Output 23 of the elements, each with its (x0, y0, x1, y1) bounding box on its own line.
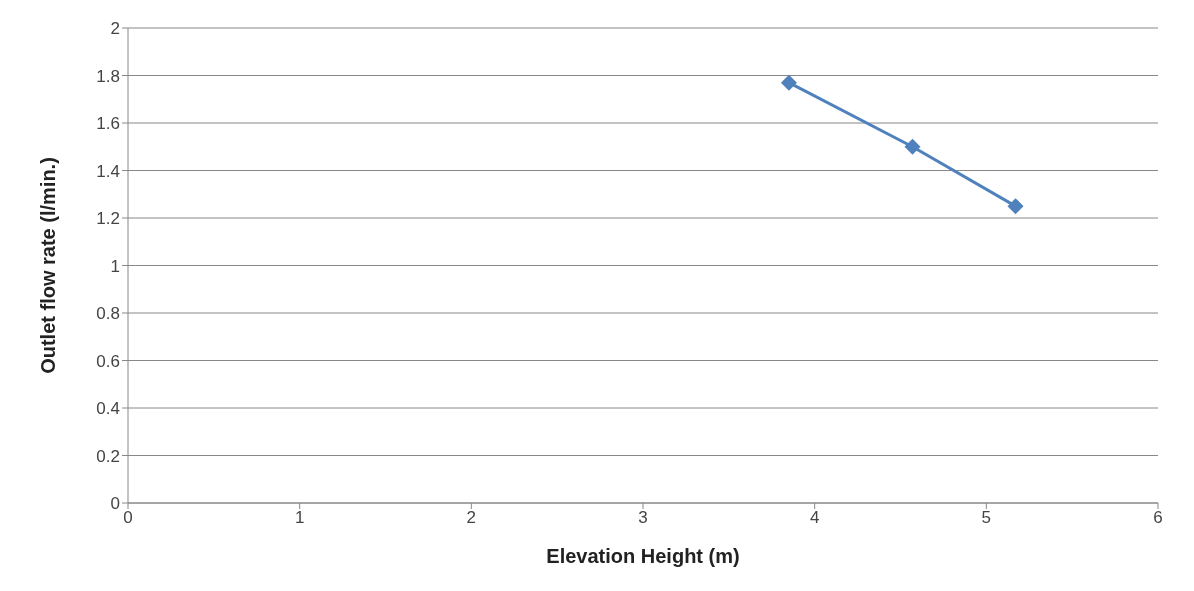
y-tick-label: 1.2 (96, 209, 120, 229)
y-tick-label: 0.2 (96, 446, 120, 466)
y-tick-label: 1.6 (96, 114, 120, 134)
x-tick-label: 3 (638, 508, 648, 528)
y-tick-label: 1.8 (96, 66, 120, 86)
x-tick-label: 5 (981, 508, 992, 528)
x-tick-label: 2 (466, 508, 477, 528)
point (904, 138, 921, 155)
y-tick-label: 0.8 (96, 304, 120, 324)
x-tick-label: 1 (294, 508, 305, 528)
y-tick-label: 0.6 (96, 351, 120, 371)
y-tick-label: 1.4 (96, 161, 120, 181)
point (1007, 198, 1024, 215)
point (780, 74, 797, 91)
x-tick-label: 6 (1153, 508, 1163, 528)
y-tick-label: 0 (110, 494, 120, 514)
y-tick-label: 1 (110, 256, 120, 276)
y-tick-label: 2 (110, 19, 120, 39)
y-axis-title: Outlet flow rate (l/min.) (37, 157, 60, 374)
y-tick-label: 0.4 (96, 399, 120, 419)
x-tick-label: 0 (123, 508, 133, 528)
x-tick-label: 4 (809, 508, 820, 528)
x-axis-title: Elevation Height (m) (546, 545, 740, 567)
